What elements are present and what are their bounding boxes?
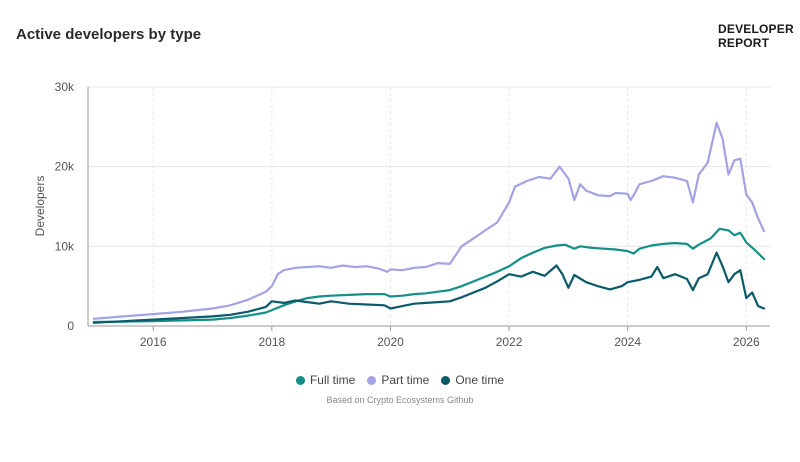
- y-tick-label: 10k: [55, 239, 75, 253]
- legend-item-part-time[interactable]: Part time: [367, 373, 429, 387]
- series-line-full-time: [92, 227, 766, 324]
- x-tick-label: 2022: [496, 335, 523, 349]
- y-tick-label: 0: [67, 319, 74, 333]
- legend-label: Part time: [381, 373, 430, 387]
- source-note: Based on Crypto Ecosystems Github: [326, 395, 474, 405]
- x-tick-label: 2024: [614, 335, 641, 349]
- legend: Full time Part time One time: [0, 373, 800, 387]
- chart-title: Active developers by type: [16, 26, 202, 43]
- legend-label: Full time: [309, 373, 356, 387]
- series-lines: [92, 121, 766, 324]
- series-line-one-time: [92, 251, 766, 324]
- legend-dot-icon: [295, 376, 305, 385]
- legend-dot-icon: [367, 376, 377, 385]
- line-chart: 0 10k 20k 30k 2016 2018 2020 2022 2024 2026 Devel…: [33, 80, 770, 349]
- x-tick-label: 2018: [258, 335, 285, 349]
- y-tick-label: 20k: [55, 160, 75, 174]
- axes: 0 10k 20k 30k 2016 2018 2020 2022 2024 2026: [55, 80, 770, 349]
- grid: [88, 86, 770, 326]
- x-tick-label: 2026: [733, 335, 760, 349]
- y-axis-label: Developers: [33, 176, 47, 237]
- x-tick-label: 2020: [377, 335, 404, 349]
- x-tick-label: 2016: [140, 335, 167, 349]
- brand-line-1: DEVELOPER: [718, 22, 794, 36]
- legend-label: One time: [455, 373, 505, 387]
- series-line-part-time: [92, 121, 766, 320]
- y-tick-label: 30k: [55, 80, 75, 94]
- legend-dot-icon: [441, 376, 451, 385]
- brand-line-2: REPORT: [718, 36, 770, 50]
- legend-item-full-time[interactable]: Full time: [295, 373, 356, 387]
- legend-item-one-time[interactable]: One time: [441, 373, 504, 387]
- brand-logo: DEVELOPER REPORT: [718, 22, 794, 50]
